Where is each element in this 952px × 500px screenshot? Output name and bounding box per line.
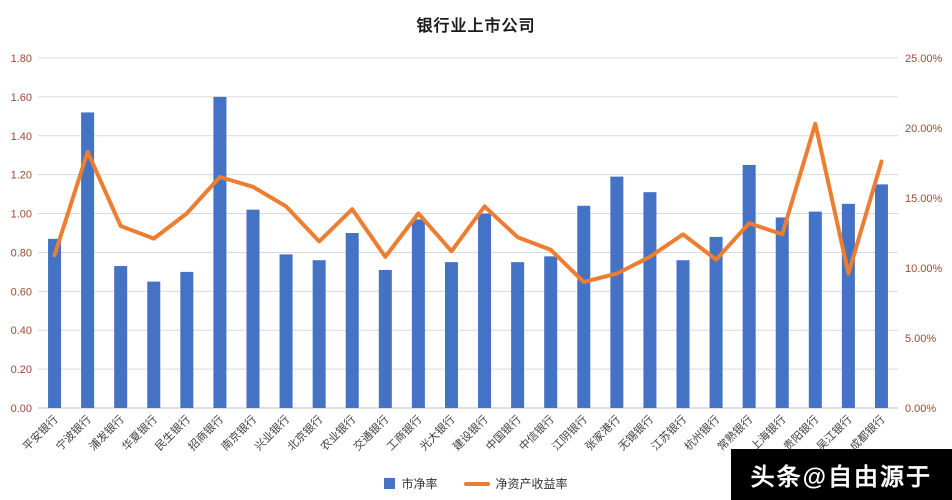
- pb-ratio-bar: [544, 256, 557, 408]
- left-axis-tick-label: 1.00: [11, 209, 32, 221]
- pb-ratio-bar: [346, 233, 359, 408]
- line-series-swatch-icon: [464, 482, 490, 486]
- pb-ratio-bar: [313, 260, 326, 408]
- legend-label-pb-ratio: 市净率: [401, 475, 437, 492]
- x-axis-category-label: 光大银行: [417, 412, 458, 453]
- left-axis-tick-label: 1.40: [11, 131, 32, 143]
- pb-ratio-bar: [710, 237, 723, 408]
- x-axis-category-label: 杭州银行: [681, 412, 722, 453]
- x-axis-category-label: 江苏银行: [648, 412, 689, 453]
- x-axis-category-label: 中国银行: [483, 412, 524, 453]
- x-axis-category-label: 无锡银行: [615, 412, 656, 453]
- pb-ratio-bar: [48, 239, 61, 408]
- x-axis-category-label: 农业银行: [317, 412, 358, 453]
- pb-ratio-bar: [743, 165, 756, 408]
- x-axis-category-label: 成都银行: [847, 412, 888, 453]
- pb-ratio-bar: [677, 260, 690, 408]
- right-axis-tick-label: 20.00%: [905, 123, 943, 135]
- pb-ratio-bar: [809, 212, 822, 408]
- left-axis-tick-label: 0.60: [11, 286, 32, 298]
- x-axis-category-label: 建设银行: [450, 412, 491, 453]
- right-axis-tick-label: 10.00%: [905, 263, 943, 275]
- x-axis-category-label: 工商银行: [383, 412, 424, 453]
- combo-chart: 0.00 0.20 0.40 0.60 0.80 1.00 1.20 1.40 1.60 1.80…: [0, 0, 952, 500]
- x-axis-category-label: 江阴银行: [549, 412, 590, 453]
- legend-item-roe: 净资产收益率: [464, 475, 568, 492]
- pb-ratio-bar: [180, 272, 193, 408]
- pb-ratio-bar: [478, 214, 491, 408]
- pb-ratio-bar: [577, 206, 590, 408]
- pb-ratio-bar: [280, 254, 293, 408]
- x-axis-category-label: 浦发银行: [86, 412, 127, 453]
- x-axis-category-label: 平安银行: [20, 412, 61, 453]
- pb-ratio-bar: [247, 210, 260, 408]
- bar-series-swatch-icon: [384, 478, 395, 489]
- right-axis-tick-label: 5.00%: [905, 333, 936, 345]
- left-axis-tick-label: 0.40: [11, 325, 32, 337]
- right-axis-tick-label: 0.00%: [905, 403, 936, 415]
- x-axis-category-label: 常熟银行: [714, 412, 755, 453]
- pb-ratio-bar: [147, 282, 160, 408]
- left-axis-tick-label: 1.20: [11, 170, 32, 182]
- x-axis-category-label: 贵阳银行: [780, 412, 821, 453]
- pb-ratio-bar: [511, 262, 524, 408]
- pb-ratio-bar: [643, 192, 656, 408]
- left-axis-tick-label: 1.60: [11, 92, 32, 104]
- chart-container: 银行业上市公司 0.000.200.400.600.801.001.201.40…: [0, 0, 952, 500]
- x-axis-category-label: 宁波银行: [53, 412, 94, 453]
- x-axis-category-label: 中信银行: [516, 412, 557, 453]
- left-axis-tick-label: 1.80: [11, 53, 32, 65]
- x-axis-category-label: 北京银行: [284, 412, 325, 453]
- watermark-badge: 头条@自由源于: [731, 449, 952, 500]
- right-axis-tick-label: 15.00%: [905, 193, 943, 205]
- pb-ratio-bar: [776, 217, 789, 408]
- x-axis-category-label: 交通银行: [350, 412, 391, 453]
- right-axis-tick-label: 25.00%: [905, 53, 943, 65]
- pb-ratio-bar: [610, 177, 623, 408]
- roe-line: [55, 124, 882, 282]
- x-axis-category-label: 南京银行: [218, 412, 259, 453]
- legend-item-pb-ratio: 市净率: [384, 475, 437, 492]
- x-axis-category-label: 上海银行: [747, 412, 788, 453]
- pb-ratio-bar: [114, 266, 127, 408]
- x-axis-category-label: 张家港行: [582, 412, 623, 453]
- pb-ratio-bar: [412, 219, 425, 408]
- left-axis-tick-label: 0.80: [11, 247, 32, 259]
- x-axis-category-label: 吴江银行: [813, 412, 854, 453]
- legend-label-roe: 净资产收益率: [496, 475, 568, 492]
- x-axis-category-label: 招商银行: [185, 412, 226, 453]
- pb-ratio-bar: [213, 97, 226, 408]
- x-axis-category-label: 兴业银行: [251, 412, 292, 453]
- left-axis-tick-label: 0.20: [11, 364, 32, 376]
- pb-ratio-bar: [379, 270, 392, 408]
- pb-ratio-bar: [445, 262, 458, 408]
- pb-ratio-bar: [842, 204, 855, 408]
- left-axis-tick-label: 0.00: [11, 403, 32, 415]
- x-axis-category-label: 民生银行: [152, 412, 193, 453]
- pb-ratio-bar: [875, 184, 888, 408]
- x-axis-category-label: 华夏银行: [119, 412, 160, 453]
